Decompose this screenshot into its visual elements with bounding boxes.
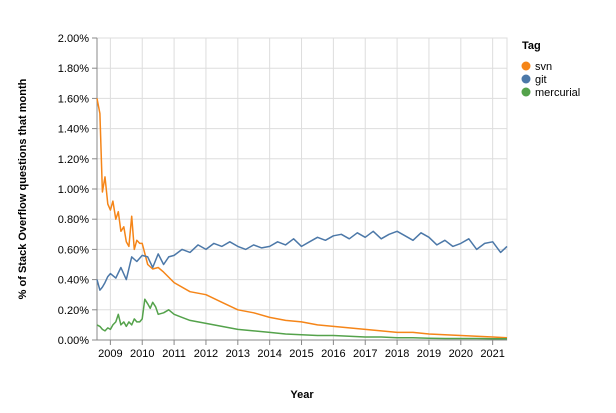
y-tick-label: 0.60% bbox=[58, 244, 89, 256]
y-tick-label: 0.00% bbox=[58, 335, 89, 347]
legend-label-mercurial: mercurial bbox=[535, 87, 580, 99]
y-tick-label: 1.40% bbox=[58, 124, 89, 136]
x-tick-label: 2011 bbox=[162, 348, 186, 360]
y-tick-label: 1.00% bbox=[58, 184, 89, 196]
x-tick-label: 2020 bbox=[449, 348, 473, 360]
series-line-git bbox=[96, 230, 508, 291]
y-tick-label: 1.20% bbox=[58, 154, 89, 166]
x-tick-label: 2012 bbox=[194, 348, 218, 360]
series-line-svn bbox=[96, 98, 508, 339]
legend-title: Tag bbox=[522, 40, 541, 52]
y-tick-label: 2.00% bbox=[58, 33, 89, 45]
legend-label-git: git bbox=[535, 74, 547, 86]
legend-swatch-git bbox=[521, 74, 531, 84]
x-tick-label: 2009 bbox=[98, 348, 122, 360]
x-tick-label: 2019 bbox=[417, 348, 441, 360]
x-tick-label: 2010 bbox=[130, 348, 154, 360]
x-tick-label: 2017 bbox=[353, 348, 377, 360]
legend-swatch-mercurial bbox=[521, 87, 531, 97]
series-lines bbox=[96, 98, 508, 340]
series-line-mercurial bbox=[96, 298, 507, 340]
x-axis-title: Year bbox=[290, 389, 314, 401]
y-tick-label: 1.80% bbox=[58, 63, 89, 75]
x-tick-label: 2014 bbox=[257, 348, 281, 360]
x-tick-label: 2016 bbox=[321, 348, 345, 360]
y-axis-title: % of Stack Overflow questions that month bbox=[17, 78, 29, 299]
x-tick-label: 2018 bbox=[385, 348, 409, 360]
legend-label-svn: svn bbox=[535, 61, 552, 73]
gridlines bbox=[96, 37, 508, 341]
x-tick-label: 2021 bbox=[480, 348, 504, 360]
legend-swatch-svn bbox=[521, 61, 531, 71]
x-tick-label: 2013 bbox=[226, 348, 250, 360]
y-tick-label: 0.20% bbox=[58, 305, 89, 317]
y-tick-label: 0.40% bbox=[58, 275, 89, 287]
y-tick-label: 1.60% bbox=[58, 93, 89, 105]
axes bbox=[92, 37, 507, 345]
y-tick-label: 0.80% bbox=[58, 214, 89, 226]
x-tick-label: 2015 bbox=[289, 348, 313, 360]
tick-labels: 0.00% 0.20% 0.40% 0.60% 0.80% 1.00% 1.20% 1.40%… bbox=[58, 33, 505, 360]
